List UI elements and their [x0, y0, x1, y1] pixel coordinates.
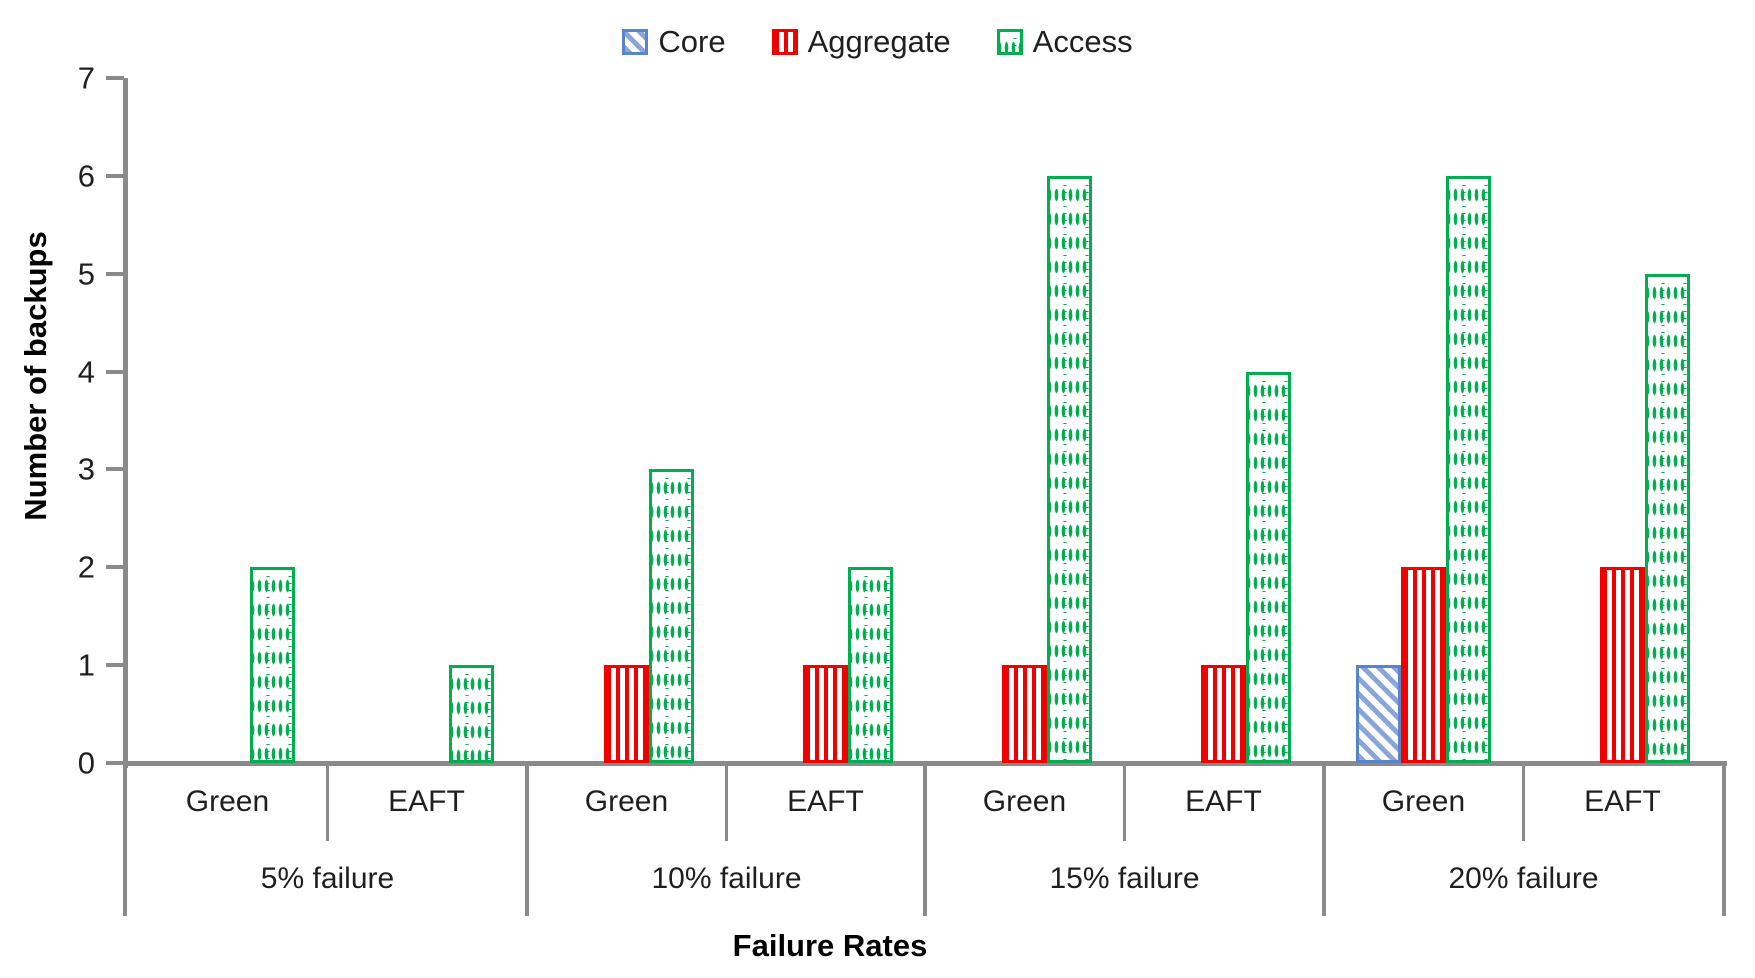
- y-tick-0: [106, 761, 124, 765]
- y-tick-label-4: 4: [77, 354, 95, 390]
- bar-aggregate-10pct-eaft: [803, 665, 848, 763]
- legend-item-core: Core: [622, 24, 726, 59]
- bar-access-10pct-eaft: [848, 567, 893, 763]
- subgroup-divider-0: [326, 763, 329, 841]
- category-label-0: Green: [185, 785, 270, 818]
- group-label-2: 15% failure: [1049, 862, 1200, 895]
- category-label-6: Green: [1381, 785, 1466, 818]
- bar-access-15pct-eaft: [1246, 372, 1291, 763]
- bar-aggregate-20pct-green: [1401, 567, 1446, 763]
- group-label-1: 10% failure: [651, 862, 802, 895]
- bar-access-5pct-green: [250, 567, 295, 763]
- legend-item-access: Access: [996, 24, 1133, 59]
- y-tick-3: [106, 467, 124, 472]
- x-axis-title: Failure Rates: [732, 928, 928, 963]
- group-divider-1: [525, 763, 529, 916]
- y-axis-line: [123, 78, 128, 768]
- legend-label-core: Core: [658, 24, 726, 59]
- y-tick-5: [106, 271, 124, 276]
- category-label-5: EAFT: [1185, 785, 1262, 818]
- y-tick-1: [106, 663, 124, 668]
- y-tick-label-7: 7: [77, 60, 95, 96]
- subgroup-divider-3: [1522, 763, 1525, 841]
- group-divider-2: [923, 763, 927, 916]
- y-tick-label-3: 3: [77, 451, 95, 487]
- y-tick-label-2: 2: [77, 549, 95, 585]
- y-tick-2: [106, 565, 124, 570]
- access-grid-swatch-icon: [996, 28, 1023, 55]
- category-label-1: EAFT: [388, 785, 465, 818]
- bar-access-20pct-green: [1446, 176, 1491, 763]
- category-label-2: Green: [584, 785, 669, 818]
- category-label-3: EAFT: [787, 785, 864, 818]
- group-divider-3: [1322, 763, 1326, 916]
- group-label-3: 20% failure: [1448, 862, 1599, 895]
- table-left-border: [123, 763, 127, 916]
- y-tick-4: [106, 369, 124, 374]
- legend: Core Aggregate Access: [0, 26, 1755, 57]
- y-tick-label-1: 1: [77, 647, 95, 683]
- bar-access-15pct-green: [1047, 176, 1092, 763]
- y-tick-label-6: 6: [77, 158, 95, 194]
- bar-aggregate-20pct-eaft: [1600, 567, 1645, 763]
- subgroup-divider-2: [1123, 763, 1126, 841]
- category-label-7: EAFT: [1584, 785, 1661, 818]
- category-label-4: Green: [982, 785, 1067, 818]
- bar-access-20pct-eaft: [1645, 274, 1690, 763]
- core-hatch-swatch-icon: [622, 28, 649, 55]
- bar-access-10pct-green: [649, 469, 694, 763]
- bar-core-20pct-green: [1356, 665, 1401, 763]
- y-tick-7: [106, 76, 124, 80]
- y-tick-label-0: 0: [77, 745, 95, 781]
- aggregate-stripes-swatch-icon: [771, 28, 798, 55]
- bar-aggregate-15pct-eaft: [1201, 665, 1246, 763]
- subgroup-divider-1: [725, 763, 728, 841]
- bar-access-5pct-eaft: [449, 665, 494, 763]
- bar-aggregate-10pct-green: [604, 665, 649, 763]
- y-tick-6: [106, 173, 124, 178]
- legend-label-aggregate: Aggregate: [807, 24, 951, 59]
- bar-aggregate-15pct-green: [1002, 665, 1047, 763]
- table-right-border: [1722, 763, 1726, 916]
- group-label-0: 5% failure: [260, 862, 395, 895]
- y-tick-label-5: 5: [77, 256, 95, 292]
- legend-item-aggregate: Aggregate: [771, 24, 951, 59]
- legend-label-access: Access: [1032, 24, 1133, 59]
